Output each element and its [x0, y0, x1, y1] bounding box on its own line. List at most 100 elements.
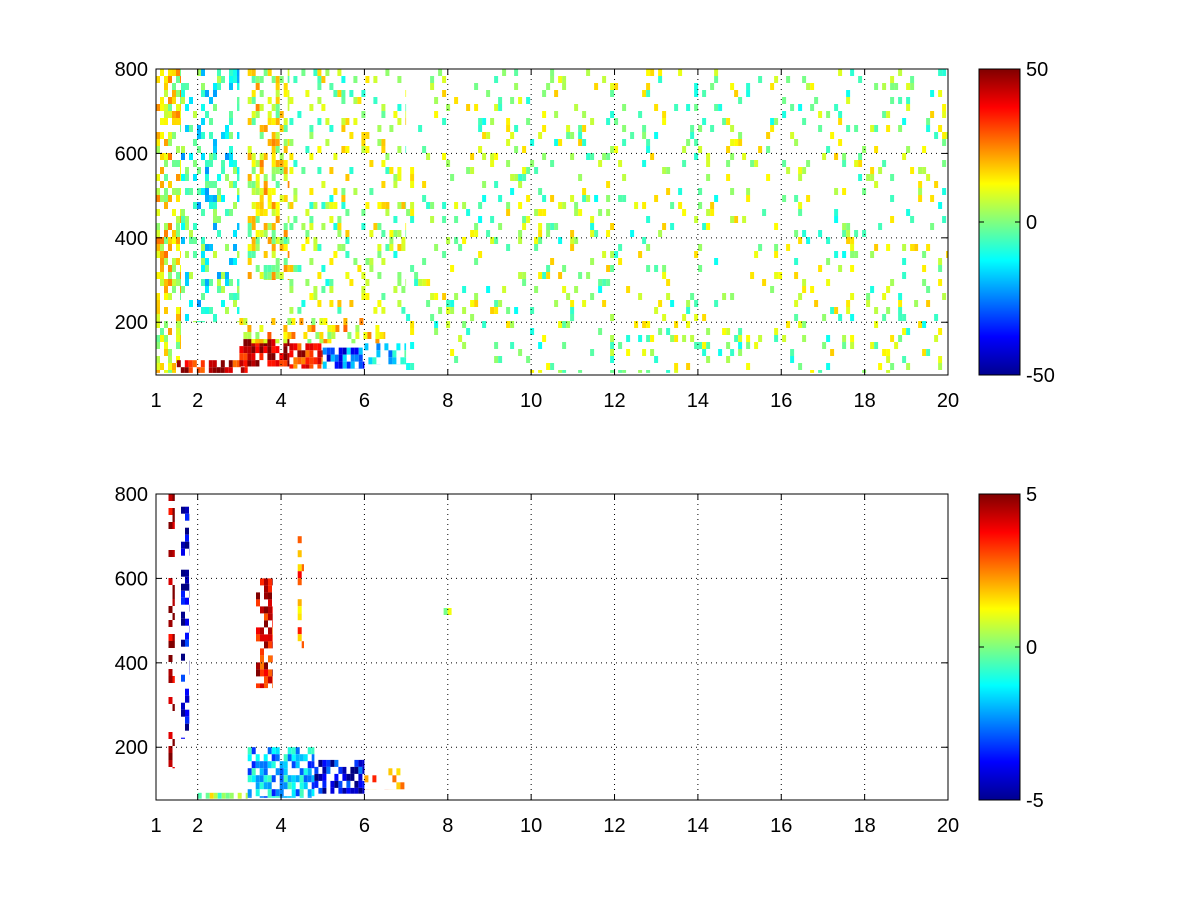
heatmap-cell: [213, 146, 217, 153]
heatmap-cell: [838, 118, 843, 125]
heatmap-cell: [287, 754, 292, 762]
heatmap-cell: [646, 321, 651, 328]
heatmap-cell: [694, 251, 699, 258]
heatmap-cell: [271, 244, 276, 251]
heatmap-cell: [271, 796, 276, 798]
heatmap-cell: [406, 314, 411, 321]
heatmap-cell: [201, 153, 205, 160]
heatmap-cell: [168, 132, 172, 139]
heatmap-cell: [462, 307, 467, 314]
heatmap-cell: [574, 104, 579, 111]
heatmap-cell: [746, 335, 751, 342]
heatmap-cell: [526, 195, 531, 202]
heatmap-cell: [319, 332, 324, 339]
heatmap-cell: [251, 747, 256, 755]
heatmap-cell: [430, 202, 435, 209]
heatmap-cell: [622, 370, 627, 373]
heatmap-cell: [322, 361, 327, 369]
heatmap-cell: [774, 272, 779, 279]
heatmap-cell: [522, 146, 527, 153]
heatmap-cell: [494, 307, 499, 314]
heatmap-cell: [698, 342, 703, 349]
heatmap-cell: [538, 342, 543, 349]
heatmap-cell: [538, 230, 543, 237]
heatmap-cell: [271, 272, 276, 279]
heatmap-cell: [287, 237, 290, 244]
heatmap-cell: [293, 357, 298, 365]
heatmap-cell: [726, 146, 731, 153]
heatmap-cell: [381, 307, 386, 314]
heatmap-cell: [197, 300, 201, 307]
heatmap-cell: [406, 209, 411, 216]
heatmap-cell: [774, 76, 779, 83]
heatmap-cell: [514, 307, 519, 314]
heatmap-cell: [180, 279, 181, 286]
heatmap-cell: [279, 789, 284, 797]
heatmap-cell: [886, 111, 891, 118]
heatmap-cell: [610, 349, 615, 356]
heatmap-cell: [854, 230, 859, 237]
heatmap-cell: [830, 307, 835, 314]
heatmap-cell: [319, 339, 324, 344]
heatmap-cell: [438, 307, 443, 314]
heatmap-cell: [301, 357, 306, 365]
heatmap-cell: [410, 321, 415, 328]
heatmap-cell: [526, 97, 531, 104]
heatmap-cell: [638, 293, 643, 300]
heatmap-cell: [327, 325, 332, 332]
heatmap-cell: [201, 237, 205, 244]
heatmap-cell: [263, 782, 268, 790]
heatmap-cell: [297, 350, 302, 358]
heatmap-cell: [279, 237, 284, 244]
heatmap-cell: [606, 195, 611, 202]
heatmap-cell: [275, 104, 280, 111]
heatmap-cell: [289, 139, 294, 146]
heatmap-cell: [160, 132, 164, 139]
heatmap-cell: [271, 230, 276, 237]
heatmap-cell: [426, 202, 431, 209]
heatmap-cell: [638, 335, 643, 342]
heatmap-cell: [279, 360, 284, 367]
heatmap-cell: [181, 590, 185, 598]
heatmap-cell: [176, 195, 180, 202]
heatmap-cell: [275, 789, 280, 797]
heatmap-cell: [462, 342, 467, 349]
heatmap-cell: [345, 174, 350, 181]
heatmap-cell: [256, 627, 260, 635]
heatmap-cell: [209, 181, 213, 188]
heatmap-cell: [478, 216, 483, 223]
heatmap-cell: [794, 258, 799, 265]
heatmap-cell: [239, 360, 244, 367]
heatmap-cell: [181, 83, 185, 90]
heatmap-cell: [618, 370, 623, 373]
heatmap-cell: [237, 307, 240, 314]
heatmap-cell: [341, 146, 346, 153]
heatmap-cell: [313, 202, 318, 209]
heatmap-cell: [243, 332, 248, 339]
heatmap-cell: [176, 244, 180, 251]
heatmap-cell: [197, 202, 201, 209]
heatmap-cell: [289, 343, 294, 351]
heatmap-cell: [598, 328, 603, 335]
heatmap-cell: [305, 90, 310, 97]
heatmap-cell: [297, 571, 302, 579]
heatmap-cell: [392, 775, 397, 783]
heatmap-cell: [247, 360, 252, 367]
heatmap-cell: [176, 307, 180, 314]
heatmap-cell: [550, 195, 555, 202]
heatmap-cell: [180, 167, 181, 174]
heatmap-cell: [267, 279, 272, 280]
heatmap-cell: [259, 153, 264, 160]
heatmap-cell: [213, 104, 217, 111]
heatmap-cell: [221, 272, 225, 279]
heatmap-cell: [738, 349, 743, 356]
heatmap-cell: [251, 111, 256, 118]
heatmap-cell: [180, 90, 181, 97]
heatmap-cell: [502, 69, 507, 76]
heatmap-cell: [243, 339, 248, 347]
heatmap-cell: [786, 76, 791, 83]
heatmap-cell: [297, 578, 302, 586]
heatmap-cell: [658, 300, 663, 307]
heatmap-cell: [172, 370, 176, 373]
heatmap-cell: [506, 244, 511, 251]
